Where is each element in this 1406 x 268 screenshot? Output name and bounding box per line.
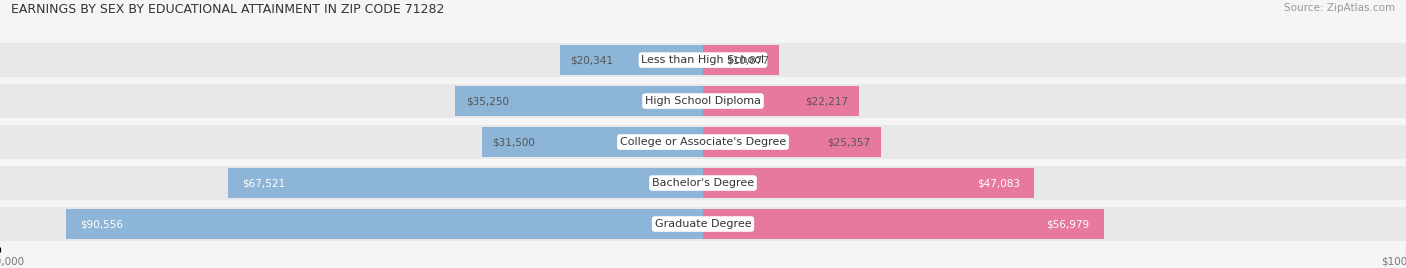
Bar bbox=[0, 166, 703, 200]
Text: $31,500: $31,500 bbox=[492, 137, 534, 147]
Bar bbox=[703, 166, 1406, 200]
Bar bbox=[703, 125, 1406, 159]
Text: Source: ZipAtlas.com: Source: ZipAtlas.com bbox=[1284, 3, 1395, 13]
Bar bbox=[66, 209, 703, 239]
Bar bbox=[703, 84, 1406, 118]
Bar bbox=[481, 127, 703, 157]
Text: $20,341: $20,341 bbox=[571, 55, 613, 65]
Text: College or Associate's Degree: College or Associate's Degree bbox=[620, 137, 786, 147]
Bar bbox=[703, 43, 1406, 77]
Bar bbox=[703, 168, 1033, 198]
Text: $35,250: $35,250 bbox=[465, 96, 509, 106]
Bar bbox=[0, 84, 703, 118]
Text: Graduate Degree: Graduate Degree bbox=[655, 219, 751, 229]
Text: Bachelor's Degree: Bachelor's Degree bbox=[652, 178, 754, 188]
Bar bbox=[703, 86, 859, 116]
Text: Less than High School: Less than High School bbox=[641, 55, 765, 65]
Bar bbox=[0, 125, 703, 159]
Text: $25,357: $25,357 bbox=[828, 137, 870, 147]
Text: $47,083: $47,083 bbox=[977, 178, 1019, 188]
Bar bbox=[703, 45, 779, 75]
Text: $56,979: $56,979 bbox=[1046, 219, 1090, 229]
Bar bbox=[456, 86, 703, 116]
Bar bbox=[560, 45, 703, 75]
Bar bbox=[0, 43, 703, 77]
Text: $90,556: $90,556 bbox=[80, 219, 124, 229]
Bar bbox=[228, 168, 703, 198]
Bar bbox=[703, 209, 1104, 239]
Bar bbox=[703, 127, 882, 157]
Bar bbox=[0, 207, 703, 241]
Text: EARNINGS BY SEX BY EDUCATIONAL ATTAINMENT IN ZIP CODE 71282: EARNINGS BY SEX BY EDUCATIONAL ATTAINMEN… bbox=[11, 3, 444, 16]
Text: High School Diploma: High School Diploma bbox=[645, 96, 761, 106]
Text: $67,521: $67,521 bbox=[242, 178, 285, 188]
Text: $22,217: $22,217 bbox=[806, 96, 849, 106]
Bar bbox=[703, 207, 1406, 241]
Text: $10,877: $10,877 bbox=[725, 55, 769, 65]
